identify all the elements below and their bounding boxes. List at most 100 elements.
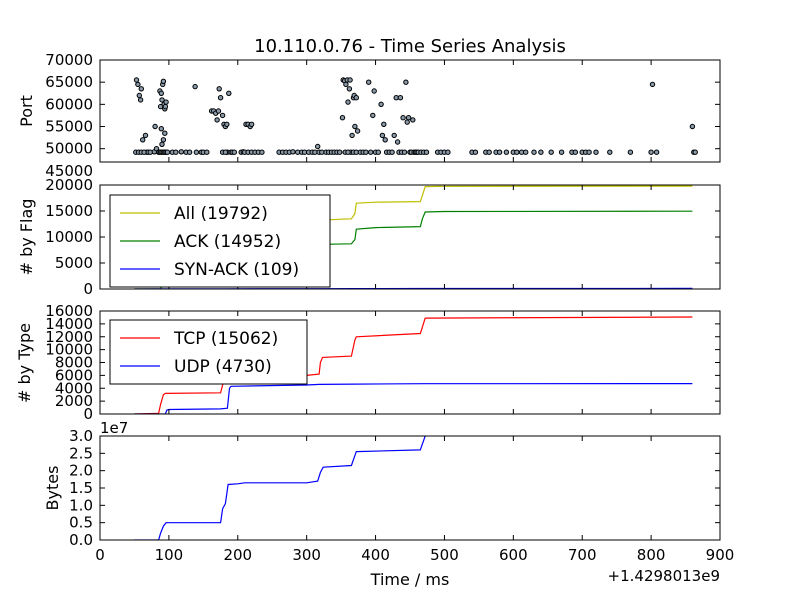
scatter-point — [379, 132, 386, 139]
scatter-point — [315, 143, 321, 150]
scatter-point — [162, 130, 168, 136]
legend: TCP (15062) UDP (4730) — [109, 319, 308, 385]
scatter-point — [219, 112, 226, 119]
panels: 4500050000550006000065000700000500010000… — [45, 51, 734, 564]
scatter-point — [159, 141, 165, 148]
scatter-point — [222, 149, 229, 155]
scatter-point — [410, 117, 416, 123]
scatter-point — [496, 149, 503, 155]
scatter-point — [538, 149, 544, 155]
scatter-point — [531, 149, 537, 155]
scatter-point — [178, 149, 185, 155]
y-tick-label: 0.0 — [69, 531, 93, 549]
y-tick-label: 0 — [83, 280, 93, 298]
x-tick-label: 200 — [223, 546, 252, 564]
y-tick-label: 20000 — [45, 176, 93, 194]
scatter-point — [558, 149, 565, 155]
legend-box — [109, 319, 308, 385]
scatter-point — [653, 149, 660, 155]
x-tick-label: 100 — [155, 546, 184, 564]
scatter-point — [689, 123, 696, 130]
scatter-point — [137, 97, 144, 103]
scatter-point — [486, 149, 492, 155]
scatter-point — [224, 121, 230, 128]
series-line-1 — [134, 436, 426, 540]
scatter-point — [627, 149, 634, 155]
y-label-flag: # by Flag — [17, 199, 36, 276]
scatter-point — [345, 99, 351, 105]
scatter-point — [160, 78, 167, 85]
scatter-point — [394, 139, 401, 145]
scatter-point — [382, 137, 388, 143]
y-tick-label: 45000 — [45, 162, 93, 180]
x-tick-label: 700 — [568, 546, 597, 564]
y-tick-label: 55000 — [45, 118, 93, 136]
scatter-point — [343, 81, 349, 88]
legend-label: ACK (14952) — [174, 232, 281, 252]
scatter-point — [353, 95, 359, 101]
y-tick-label: 5000 — [55, 254, 93, 272]
scatter-point — [164, 149, 171, 155]
scatter-point — [445, 149, 451, 155]
y-scale-label: 1e7 — [100, 419, 128, 437]
scatter-point — [375, 149, 381, 155]
figure-title: 10.110.0.76 - Time Series Analysis — [254, 36, 566, 57]
y-label-type: # by Type — [15, 323, 34, 403]
y-tick-label: 1.0 — [69, 496, 93, 514]
legend: All (19792) ACK (14952) SYN-ACK (109) — [109, 194, 331, 288]
scatter-point — [403, 79, 409, 85]
panel-2: 0 5000 10000 15000 20000 All (19792) ACK (1495… — [45, 176, 721, 298]
scatter-point — [163, 99, 169, 105]
panel-1: 45000 50000 55000 60000 65000 70000 — [45, 51, 721, 180]
axes-frame — [99, 435, 721, 541]
scatter-point — [349, 132, 355, 139]
scatter-point — [368, 149, 374, 155]
scatter-point — [405, 115, 412, 121]
scatter-point — [215, 108, 222, 114]
legend-label: SYN-ACK (109) — [174, 260, 299, 280]
scatter-point — [370, 112, 376, 119]
plot-area — [134, 316, 693, 414]
legend-label: UDP (4730) — [174, 357, 272, 377]
scatter-point — [216, 86, 222, 92]
axes-frame — [99, 59, 721, 163]
y-tick-label: 10000 — [45, 228, 93, 246]
legend-label: TCP (15062) — [173, 329, 278, 349]
scatter-point — [586, 149, 592, 155]
scatter-point — [133, 77, 140, 83]
y-tick-label: 0 — [83, 405, 93, 423]
y-label-bytes: Bytes — [43, 466, 62, 511]
scatter-point — [138, 86, 145, 92]
scatter-point — [423, 149, 430, 155]
x-offset-label: +1.4298013e9 — [608, 567, 720, 585]
series-line-2 — [134, 383, 693, 414]
y-tick-label: 60000 — [45, 95, 93, 113]
y-tick-label: 2.5 — [69, 444, 93, 462]
y-tick-label: 50000 — [45, 140, 93, 158]
scatter-point — [404, 119, 410, 125]
scatter-point — [548, 149, 554, 155]
scatter-point — [354, 128, 361, 134]
x-tick-label: 300 — [292, 546, 321, 564]
y-tick-label: 4000 — [55, 379, 93, 397]
x-tick-label: 0 — [95, 546, 105, 564]
y-tick-label: 12000 — [45, 328, 93, 346]
scatter-point — [173, 149, 179, 155]
scatter-point — [347, 77, 353, 83]
scatter-point — [158, 126, 165, 132]
legend-label: All (19792) — [174, 204, 268, 224]
panel-4: 0.00.51.01.52.02.53.0 0 100 200 300 400 500 600… — [69, 427, 734, 564]
scatter-point — [337, 149, 343, 155]
scatter-point — [290, 149, 296, 155]
scatter-point — [214, 117, 220, 123]
scatter-point — [648, 149, 654, 155]
scatter-point — [401, 149, 408, 155]
scatter-point — [346, 86, 353, 92]
plot-area — [133, 77, 698, 155]
scatter-point — [226, 90, 232, 97]
scatter-point — [186, 149, 193, 155]
scatter-point — [140, 137, 146, 143]
x-axis-label: Time / ms — [370, 570, 450, 589]
